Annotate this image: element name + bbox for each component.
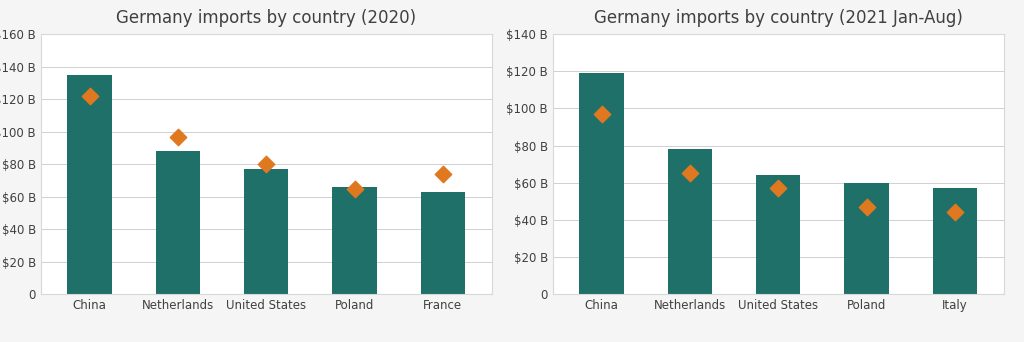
Point	[435, 171, 452, 176]
Bar	[668, 149, 712, 294]
Bar	[156, 151, 200, 294]
Bar	[933, 188, 977, 294]
Bar	[68, 75, 112, 294]
Point	[258, 161, 274, 167]
Point	[170, 134, 186, 139]
Bar	[580, 73, 624, 294]
Point	[682, 171, 698, 176]
Point	[593, 111, 609, 117]
Point	[858, 204, 874, 210]
Bar	[244, 169, 289, 294]
Point	[81, 93, 97, 98]
Point	[947, 210, 964, 215]
Title: Germany imports by country (2020): Germany imports by country (2020)	[116, 9, 417, 27]
Bar	[756, 175, 801, 294]
Bar	[845, 183, 889, 294]
Bar	[421, 192, 465, 294]
Point	[770, 186, 786, 191]
Title: Germany imports by country (2021 Jan-Aug): Germany imports by country (2021 Jan-Aug…	[594, 9, 963, 27]
Point	[346, 186, 362, 191]
Bar	[333, 187, 377, 294]
